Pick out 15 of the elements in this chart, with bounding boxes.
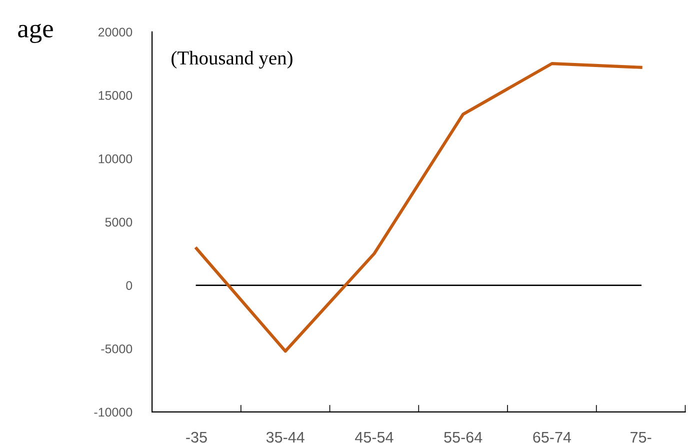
x-tick-label: 75- bbox=[630, 432, 652, 443]
y-tick-label: 20000 bbox=[98, 28, 132, 37]
y-axis-title: (Thousand yen) bbox=[172, 50, 292, 69]
y-tick-label: 10000 bbox=[98, 154, 132, 164]
y-tick-label: 15000 bbox=[98, 91, 132, 100]
x-tick-label: 55-64 bbox=[444, 432, 482, 443]
y-tick-label: 5000 bbox=[105, 218, 132, 227]
y-tick-label: -10000 bbox=[94, 408, 132, 417]
x-tick-label: -35 bbox=[186, 432, 207, 443]
x-tick-label: 35-44 bbox=[266, 432, 304, 443]
y-tick-label: 0 bbox=[126, 281, 132, 290]
x-axis-title: age bbox=[18, 24, 53, 43]
y-tick-label: -5000 bbox=[101, 344, 132, 354]
x-tick-label: 45-54 bbox=[355, 432, 394, 443]
x-tick-label: 65-74 bbox=[533, 432, 572, 443]
